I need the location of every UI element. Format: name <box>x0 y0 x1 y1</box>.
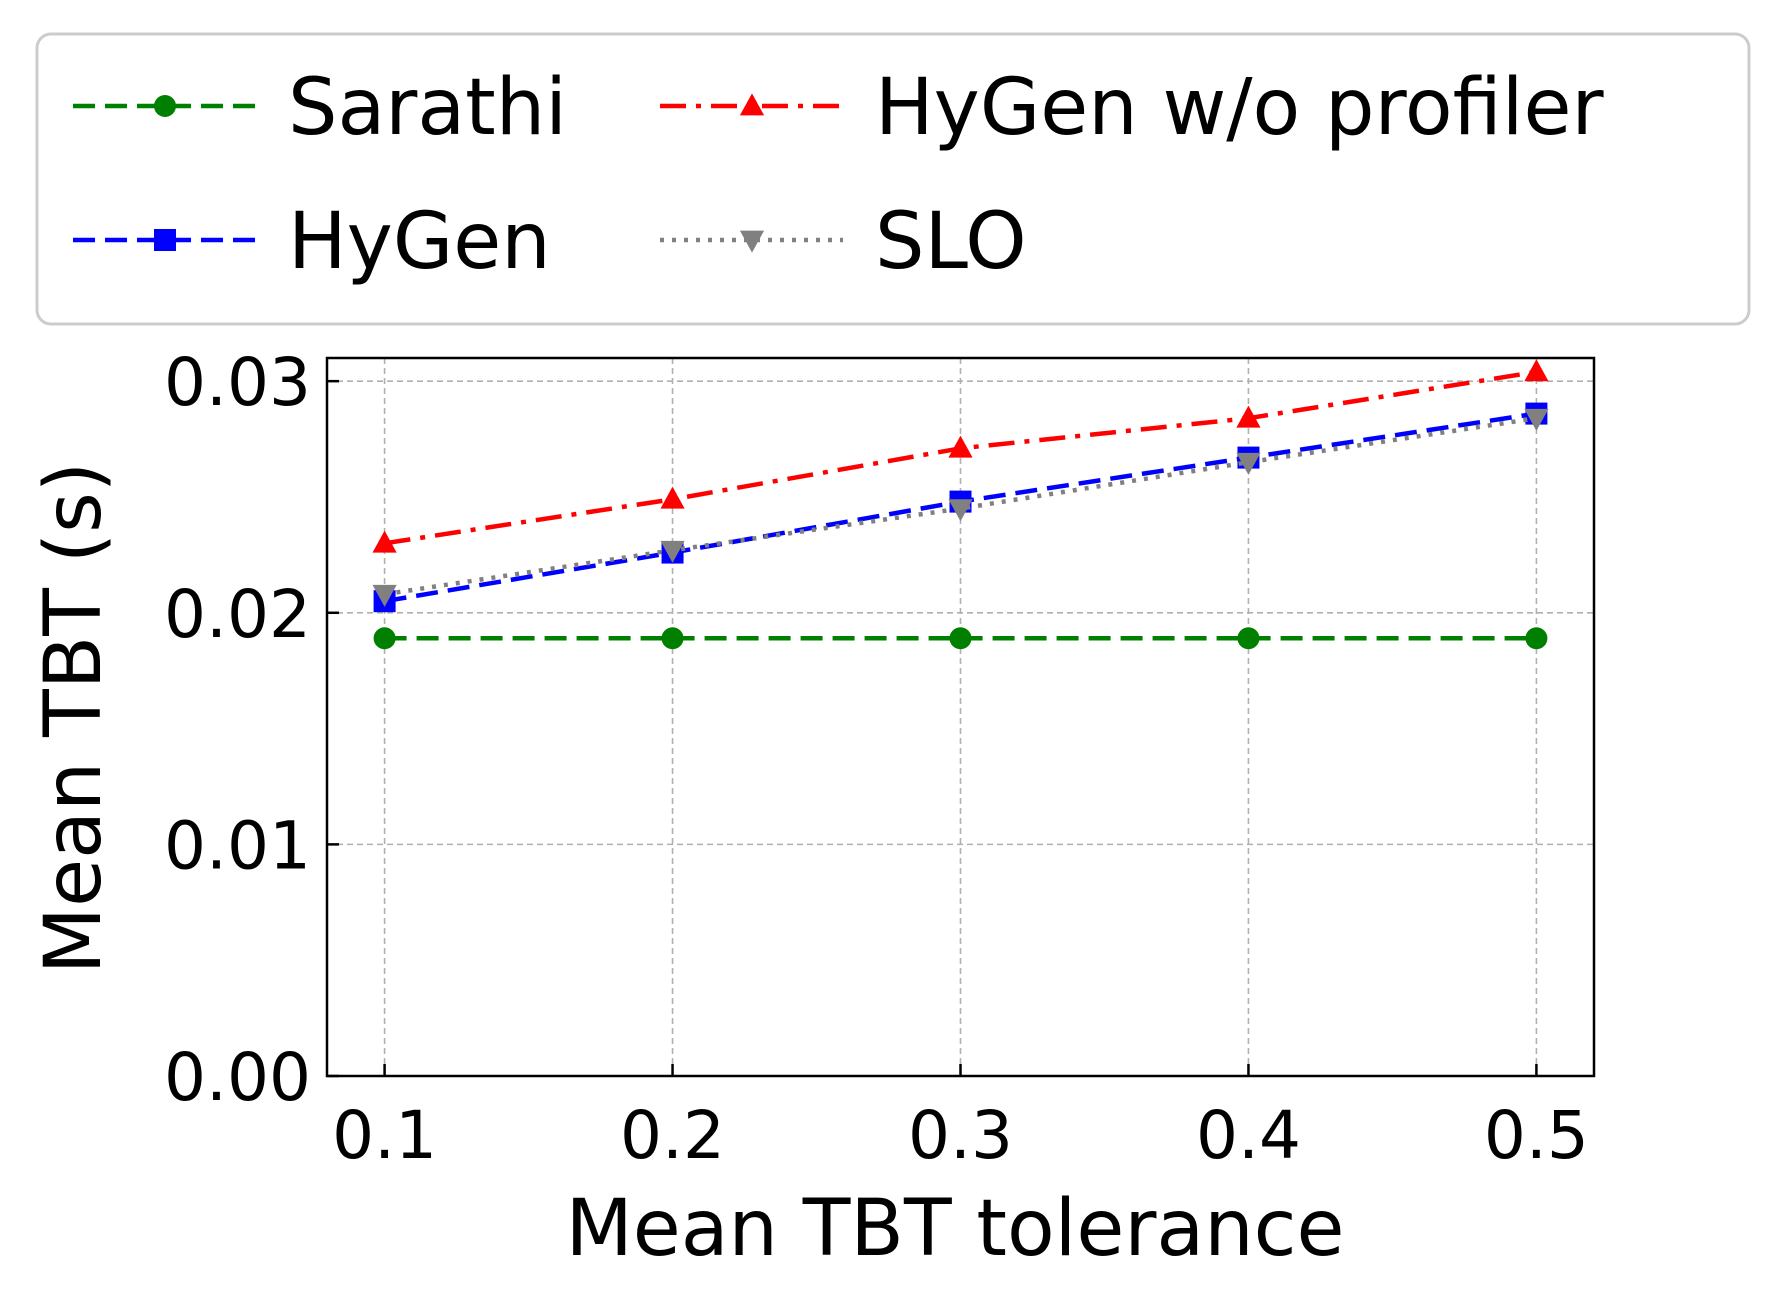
grid-layer <box>327 358 1594 1076</box>
x-tick-label: 0.3 <box>908 1097 1013 1174</box>
data-point-sarathi <box>1525 627 1548 650</box>
legend-label-hygen: HyGen <box>288 197 551 287</box>
y-tick-label: 0.03 <box>164 344 311 421</box>
x-tick-label: 0.4 <box>1196 1097 1301 1174</box>
data-point-hygen-w-o-profiler <box>660 486 685 509</box>
data-point-hygen-w-o-profiler <box>948 435 973 458</box>
series-layer <box>372 359 1549 650</box>
legend-label-hygen-w-o-profiler: HyGen w/o profiler <box>875 63 1604 153</box>
legend-label-slo: SLO <box>875 197 1027 287</box>
legend-label-sarathi: Sarathi <box>288 63 567 153</box>
y-tick-label: 0.02 <box>164 576 311 653</box>
legend-entry-hygen-w-o-profiler: HyGen w/o profiler <box>660 63 1604 153</box>
legend-marker-sarathi <box>154 95 176 117</box>
data-point-sarathi <box>1237 627 1260 650</box>
data-point-sarathi <box>373 627 396 650</box>
legend-entry-slo: SLO <box>660 197 1027 287</box>
data-point-slo <box>1524 408 1549 431</box>
x-tick-label: 0.5 <box>1484 1097 1589 1174</box>
legend-entry-sarathi: Sarathi <box>73 63 567 153</box>
series-hygen-w-o-profiler <box>372 359 1549 553</box>
data-point-slo <box>660 540 685 563</box>
data-point-sarathi <box>661 627 684 650</box>
legend-entries: Sarathi HyGen w/o profiler HyGen SLO <box>73 63 1604 287</box>
legend-marker-hygen <box>154 229 176 251</box>
x-axis-title: Mean TBT tolerance <box>565 1184 1344 1274</box>
y-tick-label: 0.01 <box>164 807 311 884</box>
x-tick-label: 0.1 <box>332 1097 437 1174</box>
legend-marker-hygen-w-o-profiler <box>739 93 765 116</box>
data-point-slo <box>948 499 973 522</box>
data-point-slo <box>1236 452 1261 475</box>
data-point-hygen-w-o-profiler <box>1524 359 1549 382</box>
legend-entry-hygen: HyGen <box>73 197 551 287</box>
series-slo <box>372 408 1549 607</box>
y-axis-title: Mean TBT (s) <box>29 462 119 974</box>
y-tick-label: 0.00 <box>164 1039 311 1116</box>
tick-layer: 0.1 0.2 0.3 0.4 0.5 0.00 0.01 0.02 0.03 <box>164 344 1589 1174</box>
series-line-slo <box>384 415 1537 597</box>
legend-marker-slo <box>739 230 765 253</box>
legend: Sarathi HyGen w/o profiler HyGen SLO <box>35 32 1751 326</box>
data-point-hygen-w-o-profiler <box>1236 405 1261 428</box>
x-tick-label: 0.2 <box>620 1097 725 1174</box>
legend-box <box>35 32 1751 326</box>
series-sarathi <box>373 627 1548 650</box>
data-point-sarathi <box>949 627 972 650</box>
data-point-slo <box>372 584 397 607</box>
data-point-hygen-w-o-profiler <box>372 530 397 553</box>
